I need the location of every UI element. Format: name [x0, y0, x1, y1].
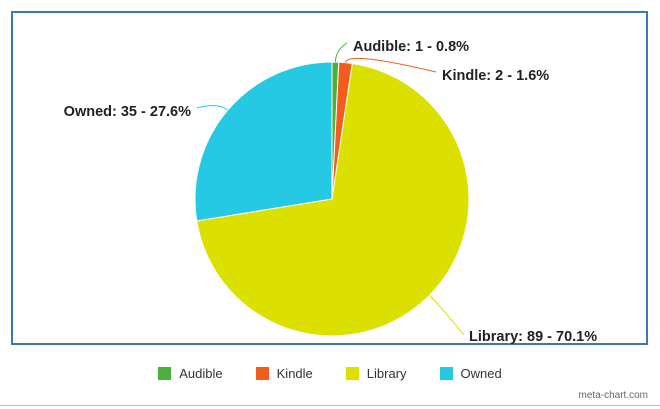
legend-label-owned: Owned — [460, 366, 502, 381]
slice-label-kindle: Kindle: 2 - 1.6% — [442, 68, 549, 84]
legend-swatch-audible — [158, 367, 172, 380]
leader-line-audible — [334, 42, 348, 63]
chart-credit[interactable]: meta-chart.com — [578, 390, 648, 401]
legend-swatch-library — [345, 367, 359, 380]
legend-item-kindle[interactable]: Kindle — [255, 366, 313, 381]
legend-item-library[interactable]: Library — [345, 366, 407, 381]
pie-slice-owned[interactable] — [194, 61, 333, 222]
leader-line-library — [429, 294, 465, 336]
chart-frame: Audible: 1 - 0.8% Kindle: 2 - 1.6% Libra… — [11, 11, 648, 345]
slice-label-library: Library: 89 - 70.1% — [469, 329, 597, 345]
legend-swatch-kindle — [255, 367, 269, 380]
legend-label-library: Library — [366, 366, 407, 381]
leader-line-owned — [196, 105, 228, 111]
footer-divider — [0, 405, 660, 406]
legend-item-audible[interactable]: Audible — [158, 366, 223, 381]
pie-chart: Audible: 1 - 0.8% Kindle: 2 - 1.6% Libra… — [64, 39, 598, 345]
slice-labels: Audible: 1 - 0.8% Kindle: 2 - 1.6% Libra… — [64, 39, 598, 345]
legend-label-kindle: Kindle — [276, 366, 313, 381]
legend-item-owned[interactable]: Owned — [439, 366, 502, 381]
legend: Audible Kindle Library Owned — [0, 366, 660, 381]
legend-swatch-owned — [439, 367, 453, 380]
pie-slice-library[interactable] — [196, 62, 470, 337]
pie-slices — [194, 61, 470, 337]
slice-label-owned: Owned: 35 - 27.6% — [64, 104, 191, 120]
legend-label-audible: Audible — [179, 366, 223, 381]
slice-label-audible: Audible: 1 - 0.8% — [353, 39, 469, 55]
leader-lines — [196, 42, 465, 336]
leader-line-kindle — [345, 57, 437, 73]
